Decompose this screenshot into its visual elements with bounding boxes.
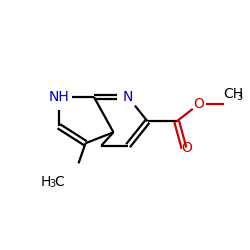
Text: C: C — [54, 175, 64, 189]
Text: 3: 3 — [237, 92, 243, 102]
Text: 3: 3 — [50, 179, 56, 189]
Text: O: O — [181, 141, 192, 155]
Text: H: H — [40, 175, 51, 189]
Text: O: O — [193, 97, 204, 111]
Text: CH: CH — [223, 87, 243, 101]
Text: NH: NH — [48, 90, 69, 104]
Text: N: N — [123, 90, 133, 104]
